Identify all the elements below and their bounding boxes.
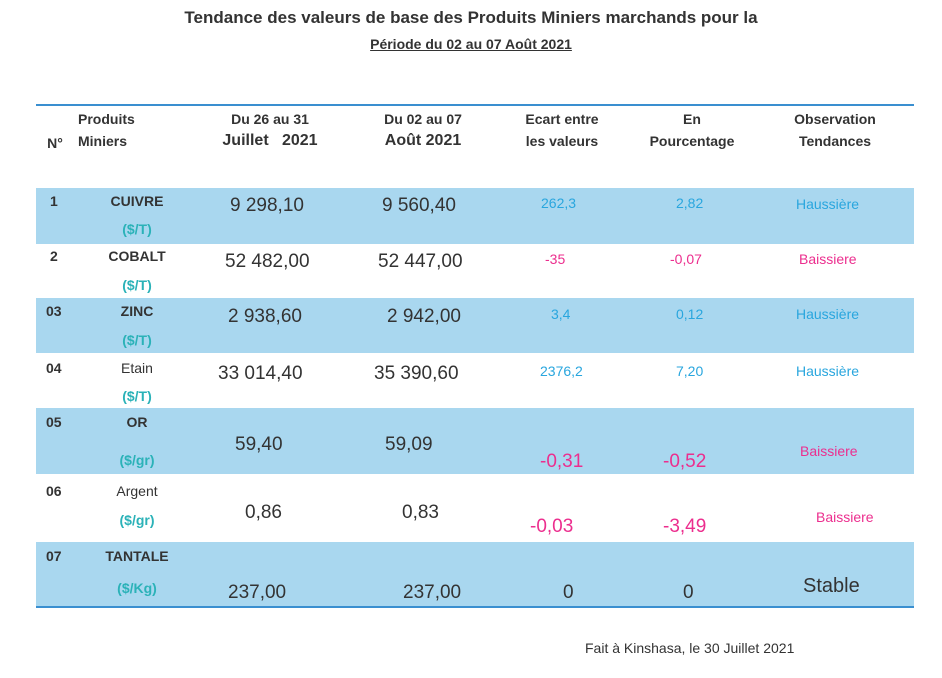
- trend-label: Baissiere: [799, 251, 857, 267]
- header-observation: Observation Tendances: [794, 111, 876, 149]
- trend-label: Haussière: [796, 363, 860, 379]
- product-name: TANTALE: [105, 548, 169, 564]
- current-value: 35 390,60: [374, 363, 459, 384]
- prev-value: 59,40: [235, 434, 283, 455]
- difference-value: -0,31: [540, 451, 584, 472]
- percentage-value: 0: [683, 582, 694, 603]
- row-band-7: [36, 542, 914, 606]
- header-percentage: En Pourcentage: [649, 111, 735, 149]
- prev-value: 0,86: [245, 502, 282, 523]
- row-band-5: [36, 408, 914, 474]
- current-value: 0,83: [402, 502, 439, 523]
- difference-value: 2376,2: [540, 363, 583, 379]
- percentage-value: 2,82: [676, 195, 704, 211]
- percentage-value: -3,49: [663, 516, 707, 537]
- trend-label: Haussière: [796, 306, 860, 322]
- product-unit: ($/T): [122, 332, 152, 348]
- row-number: 2: [50, 248, 58, 264]
- current-value: 9 560,40: [382, 195, 456, 216]
- document-subtitle: Période du 02 au 07 Août 2021: [370, 36, 572, 52]
- difference-value: -35: [545, 251, 566, 267]
- current-value: 2 942,00: [387, 306, 461, 327]
- row-number: 1: [50, 193, 58, 209]
- difference-value: -0,03: [530, 516, 574, 537]
- row-band-3: [36, 298, 914, 353]
- row-number: 07: [46, 548, 62, 564]
- product-name: COBALT: [108, 248, 166, 264]
- product-name: OR: [126, 414, 148, 430]
- header-num: N°: [47, 135, 63, 151]
- percentage-value: 0,12: [676, 306, 704, 322]
- product-unit: ($/T): [122, 388, 152, 404]
- row-number: 06: [46, 483, 62, 499]
- product-unit: ($/Kg): [117, 580, 157, 596]
- header-prev-week: Du 26 au 31 Juillet 2021: [222, 111, 318, 149]
- table-top-rule: [36, 104, 914, 106]
- trend-label: Haussière: [796, 196, 860, 212]
- header-current-week: Du 02 au 07 Août 2021: [384, 111, 462, 149]
- prev-value: 52 482,00: [225, 251, 310, 272]
- product-unit: ($/T): [122, 221, 152, 237]
- header-product: Produits Miniers: [78, 111, 135, 149]
- current-value: 237,00: [403, 582, 462, 603]
- product-unit: ($/T): [122, 277, 152, 293]
- product-name: CUIVRE: [110, 193, 164, 209]
- row-number: 04: [46, 360, 62, 376]
- prev-value: 33 014,40: [218, 363, 303, 384]
- trend-label: Baissiere: [800, 443, 858, 459]
- product-name: Etain: [121, 360, 153, 376]
- trend-label: Stable: [803, 575, 860, 597]
- difference-value: 262,3: [541, 195, 577, 211]
- row-number: 03: [46, 303, 62, 319]
- percentage-value: -0,07: [670, 251, 702, 267]
- prev-value: 9 298,10: [230, 195, 304, 216]
- percentage-value: -0,52: [663, 451, 707, 472]
- table-bottom-rule: [36, 606, 914, 608]
- product-name: ZINC: [120, 303, 154, 319]
- row-band-1: [36, 188, 914, 244]
- current-value: 52 447,00: [378, 251, 463, 272]
- trend-label: Baissiere: [816, 509, 874, 525]
- header-difference: Ecart entre les valeurs: [525, 111, 599, 149]
- difference-value: 0: [563, 582, 574, 603]
- document-title: Tendance des valeurs de base des Produit…: [184, 8, 758, 27]
- product-unit: ($/gr): [119, 452, 155, 468]
- current-value: 59,09: [385, 434, 433, 455]
- percentage-value: 7,20: [676, 363, 704, 379]
- prev-value: 237,00: [228, 582, 287, 603]
- product-name: Argent: [116, 483, 158, 499]
- prev-value: 2 938,60: [228, 306, 302, 327]
- row-number: 05: [46, 414, 62, 430]
- difference-value: 3,4: [551, 306, 571, 322]
- product-unit: ($/gr): [119, 512, 155, 528]
- footer-signature-line: Fait à Kinshasa, le 30 Juillet 2021: [585, 640, 795, 656]
